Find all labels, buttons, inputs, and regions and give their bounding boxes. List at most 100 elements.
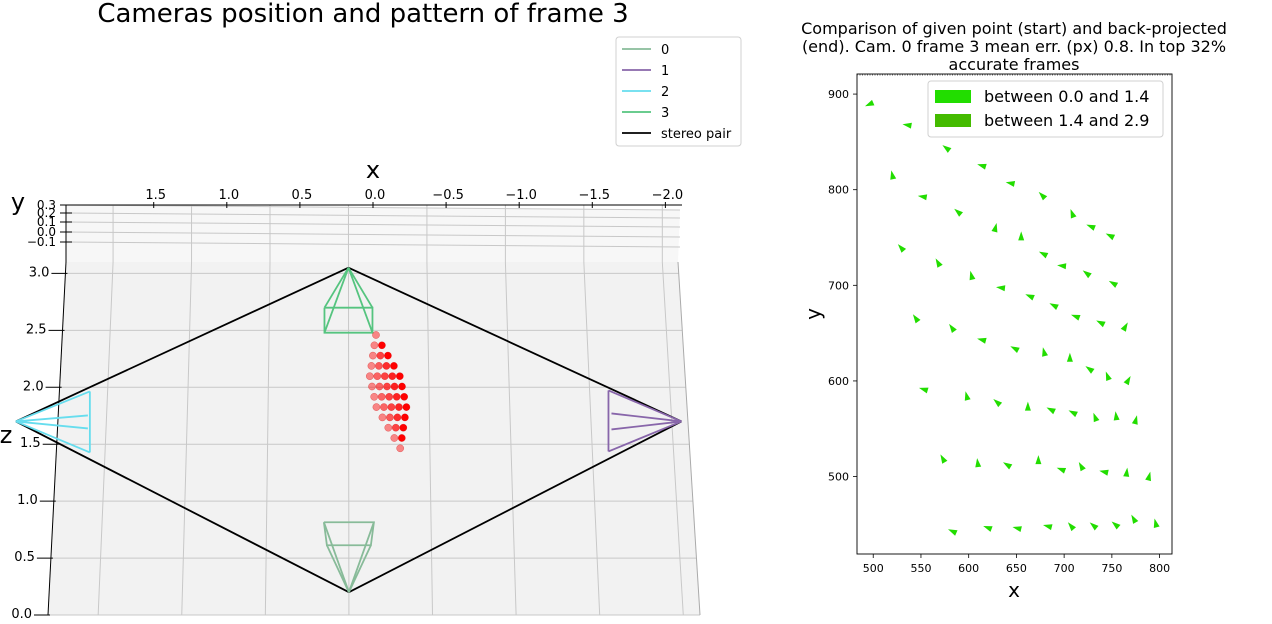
pattern-point: [395, 372, 404, 381]
error-arrow: [917, 194, 928, 201]
pattern-point: [367, 362, 376, 370]
error-arrow: [1003, 462, 1013, 470]
y-tick-label: 0.1: [37, 215, 56, 229]
x-gridline: [583, 261, 601, 616]
frustum-edge: [326, 544, 350, 593]
x-tick-label: −0.5: [432, 188, 464, 203]
error-arrow: [1038, 191, 1048, 201]
right-chart-title: Comparison of given point (start) and ba…: [801, 19, 1227, 74]
error-arrow: [1066, 352, 1073, 362]
stereo-pair-lines: [15, 266, 682, 594]
pattern-point: [386, 413, 394, 422]
error-arrow: [919, 387, 929, 394]
legend-label: between 1.4 and 2.9: [984, 111, 1149, 130]
pattern-point: [396, 444, 405, 453]
y-tick-label: 0.3: [37, 198, 56, 212]
frustum-edge: [15, 420, 88, 430]
error-arrow: [1018, 231, 1025, 241]
error-arrow: [890, 170, 897, 180]
y-wall-gridline: [65, 241, 681, 248]
error-arrow: [996, 285, 1006, 292]
x-tick-label: 500: [863, 562, 884, 575]
y-wall-gridline: [65, 212, 681, 219]
left-legend: 0 1 2 3 stereo pair: [615, 36, 742, 147]
frustum-edge: [608, 420, 682, 453]
error-arrow: [1025, 294, 1035, 301]
z-tick-label: 3.0: [29, 265, 50, 280]
error-arrow: [1123, 467, 1130, 477]
x-tick-labels: 1.5 1.0 0.5 0.0 −0.5 −1.0 −1.5 −2.0: [145, 188, 683, 203]
pattern-point: [378, 341, 386, 350]
error-arrow: [1038, 251, 1049, 259]
y-tick-label: 0.2: [37, 206, 56, 220]
x-tick-label: −1.5: [578, 188, 610, 203]
x-gridline: [504, 261, 517, 616]
pattern-point: [401, 413, 409, 422]
error-arrow: [935, 258, 943, 268]
error-arrow: [1120, 322, 1128, 332]
pattern-point: [402, 403, 411, 411]
pattern-point: [390, 434, 399, 442]
error-arrow: [1005, 181, 1016, 187]
x-tick-label: 550: [910, 562, 931, 575]
frustum-edge: [323, 521, 350, 593]
error-arrow: [983, 526, 993, 532]
pattern-point: [368, 382, 376, 391]
frustum-edge: [348, 544, 372, 593]
error-arrow: [1068, 410, 1078, 418]
frustum-rim: [323, 306, 374, 334]
error-arrow: [948, 529, 958, 536]
error-arrow: [949, 323, 957, 333]
pattern-point: [384, 351, 392, 360]
error-arrow: [897, 244, 907, 253]
error-arrow: [1153, 518, 1160, 528]
error-arrow: [1035, 455, 1042, 465]
error-arrow: [1070, 209, 1077, 219]
x-tick-label: −2.0: [652, 188, 684, 203]
error-arrow: [1024, 401, 1031, 411]
y-tick-label: −0.1: [27, 235, 56, 249]
error-arrow: [1123, 376, 1131, 386]
legend-label: 1: [661, 64, 669, 79]
pattern-point: [392, 392, 401, 401]
floor-pane: [48, 205, 700, 615]
stereo-pair-line: [15, 420, 350, 594]
error-arrow: [1108, 280, 1119, 288]
error-arrow: [1057, 263, 1067, 270]
y-wall-gridline: [65, 221, 681, 228]
y-tick-label: 900: [828, 88, 849, 101]
error-arrow: [942, 145, 952, 153]
x-tick-label: 1.0: [218, 188, 239, 203]
back-wall-surface: [66, 205, 680, 262]
error-arrow: [1086, 224, 1096, 231]
error-arrow: [1056, 467, 1067, 474]
pattern-point: [380, 403, 388, 411]
frustum-edge: [347, 267, 374, 309]
pane-gridlines: [34, 202, 701, 616]
camera-3-frustum: [323, 267, 374, 334]
pattern-point: [400, 392, 409, 401]
x-gridline: [426, 261, 434, 616]
error-arrow: [1096, 320, 1106, 328]
error-arrow: [1071, 314, 1081, 321]
z-tick-label: 2.5: [26, 322, 47, 337]
right-y-ticks: 500 600 700 800 900: [828, 88, 857, 484]
frustum-edge: [15, 390, 91, 423]
error-arrow: [1131, 514, 1139, 524]
pattern-point: [382, 362, 391, 370]
pattern-point: [372, 403, 381, 411]
y-axis-label: y: [11, 188, 25, 216]
x-tick-label: 700: [1054, 562, 1075, 575]
pattern-point: [384, 423, 393, 432]
error-arrow: [912, 314, 921, 324]
camera-2-frustum: [15, 390, 91, 454]
frustum-edge: [608, 389, 682, 423]
error-arrow: [1049, 303, 1059, 310]
y-tick-label: 700: [828, 279, 849, 292]
error-arrow: [1078, 462, 1086, 472]
x-tick-label: 0.5: [292, 188, 313, 203]
right-pane-edge: [677, 261, 701, 616]
error-arrow: [1089, 522, 1099, 531]
pattern-point: [375, 382, 384, 391]
error-arrow: [1111, 521, 1121, 530]
